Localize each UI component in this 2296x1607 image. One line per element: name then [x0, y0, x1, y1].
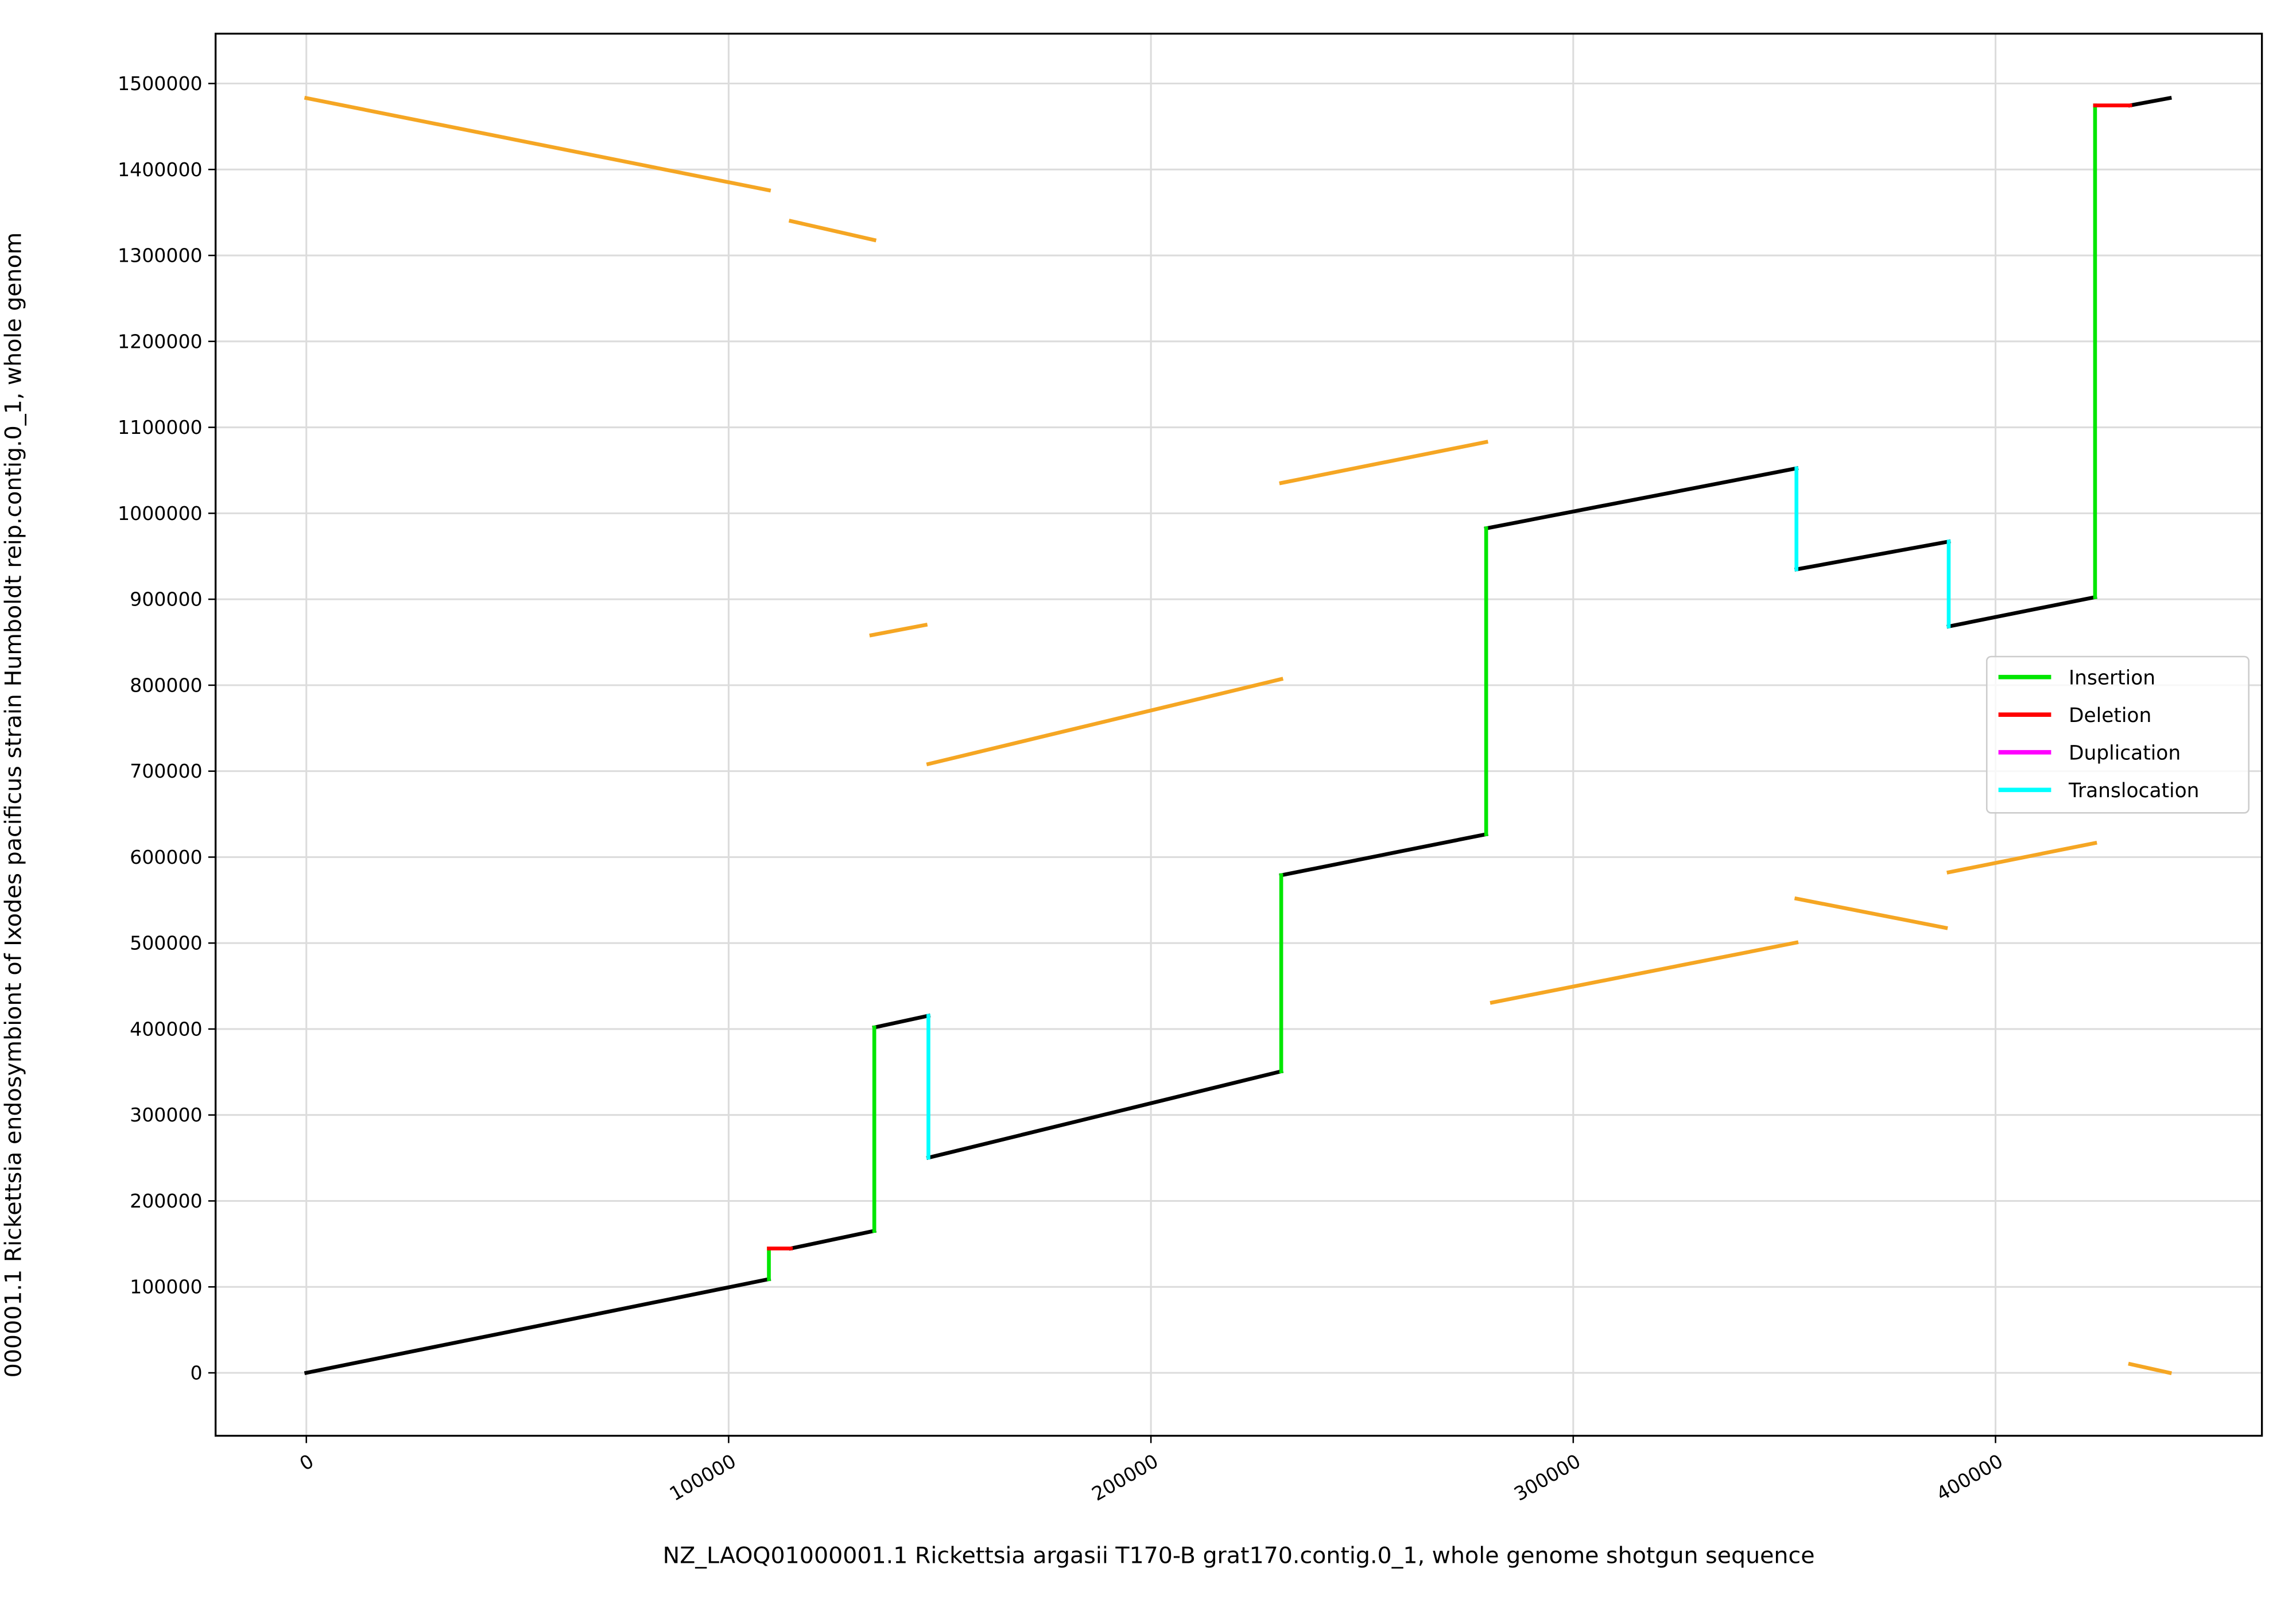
- y-axis-label: 000001.1 Rickettsia endosymbiont of Ixod…: [0, 232, 26, 1378]
- series-line: [304, 95, 2172, 1375]
- y-tick-label: 1500000: [118, 72, 203, 95]
- y-tick-label: 0: [191, 1361, 203, 1384]
- y-tick-label: 1200000: [118, 330, 203, 352]
- series-line: [304, 96, 2172, 1375]
- x-axis-label: NZ_LAOQ01000001.1 Rickettsia argasii T17…: [663, 1542, 1815, 1569]
- y-tick-label: 1300000: [118, 244, 203, 267]
- y-tick-label: 600000: [130, 846, 203, 868]
- legend-label: Insertion: [2069, 666, 2155, 689]
- y-tick-label: 200000: [130, 1190, 203, 1212]
- series-line: [767, 103, 2097, 1282]
- legend-label: Translocation: [2068, 779, 2199, 802]
- y-tick-label: 1400000: [118, 158, 203, 181]
- series-line: [926, 466, 1951, 1160]
- y-tick-label: 300000: [130, 1104, 203, 1126]
- series-line: [767, 103, 2132, 1251]
- plot-frame: [214, 32, 2263, 1437]
- y-tick-label: 500000: [130, 932, 203, 954]
- y-tick-label: 400000: [130, 1018, 203, 1040]
- y-tick-label: 100000: [130, 1276, 203, 1298]
- legend: Insertion Deletion Duplication Translocatio…: [1985, 655, 2250, 814]
- legend-box: [1985, 655, 2250, 814]
- y-tick-label: 700000: [130, 760, 203, 782]
- y-tick-label: 1100000: [118, 416, 203, 438]
- y-tick-label: 800000: [130, 674, 203, 696]
- legend-label: Deletion: [2069, 704, 2151, 727]
- legend-label: Duplication: [2069, 742, 2181, 764]
- y-tick-label: 900000: [130, 588, 203, 611]
- y-tick-label: 1000000: [118, 502, 203, 525]
